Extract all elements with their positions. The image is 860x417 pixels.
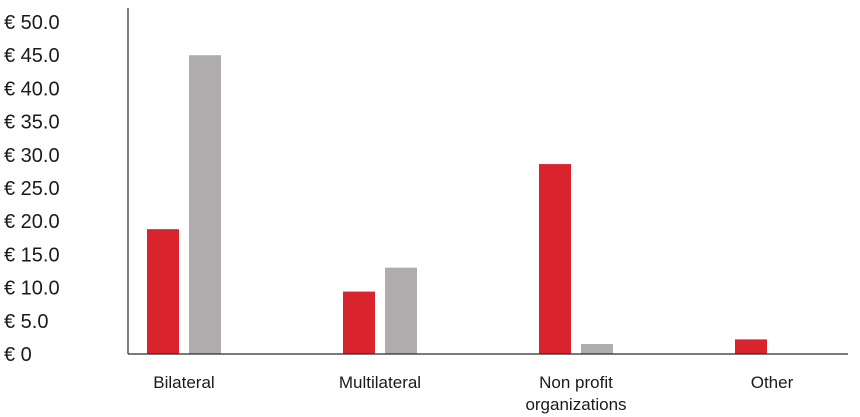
bar (189, 55, 221, 354)
y-tick-label: € 50.0 (4, 12, 60, 34)
y-tick-label: € 10.0 (4, 278, 60, 300)
bar (343, 291, 375, 354)
y-tick-label: € 30.0 (4, 145, 60, 167)
x-category-label: Other (751, 373, 794, 392)
bar (735, 339, 767, 354)
bars (147, 55, 767, 354)
y-tick-label: € 45.0 (4, 45, 60, 67)
y-tick-label: € 0 (4, 344, 32, 366)
y-tick-label: € 20.0 (4, 211, 60, 233)
y-tick-label: € 40.0 (4, 78, 60, 100)
y-axis-ticks: € 0 € 5.0 € 10.0 € 15.0 € 20.0 € 25.0 € 30.0 € … (4, 12, 60, 366)
bar (539, 164, 571, 354)
y-tick-label: € 15.0 (4, 244, 60, 266)
bar (581, 344, 613, 354)
x-category-label: Multilateral (339, 373, 421, 392)
y-tick-label: € 25.0 (4, 178, 60, 200)
x-axis-category-labels: Bilateral Multilateral Non profit organizat… (153, 373, 793, 414)
x-category-label: Bilateral (153, 373, 214, 392)
bar (147, 229, 179, 354)
y-tick-label: € 5.0 (4, 311, 48, 333)
y-tick-label: € 35.0 (4, 112, 60, 134)
bar (385, 267, 417, 354)
x-category-label: Non profit organizations (525, 373, 626, 414)
